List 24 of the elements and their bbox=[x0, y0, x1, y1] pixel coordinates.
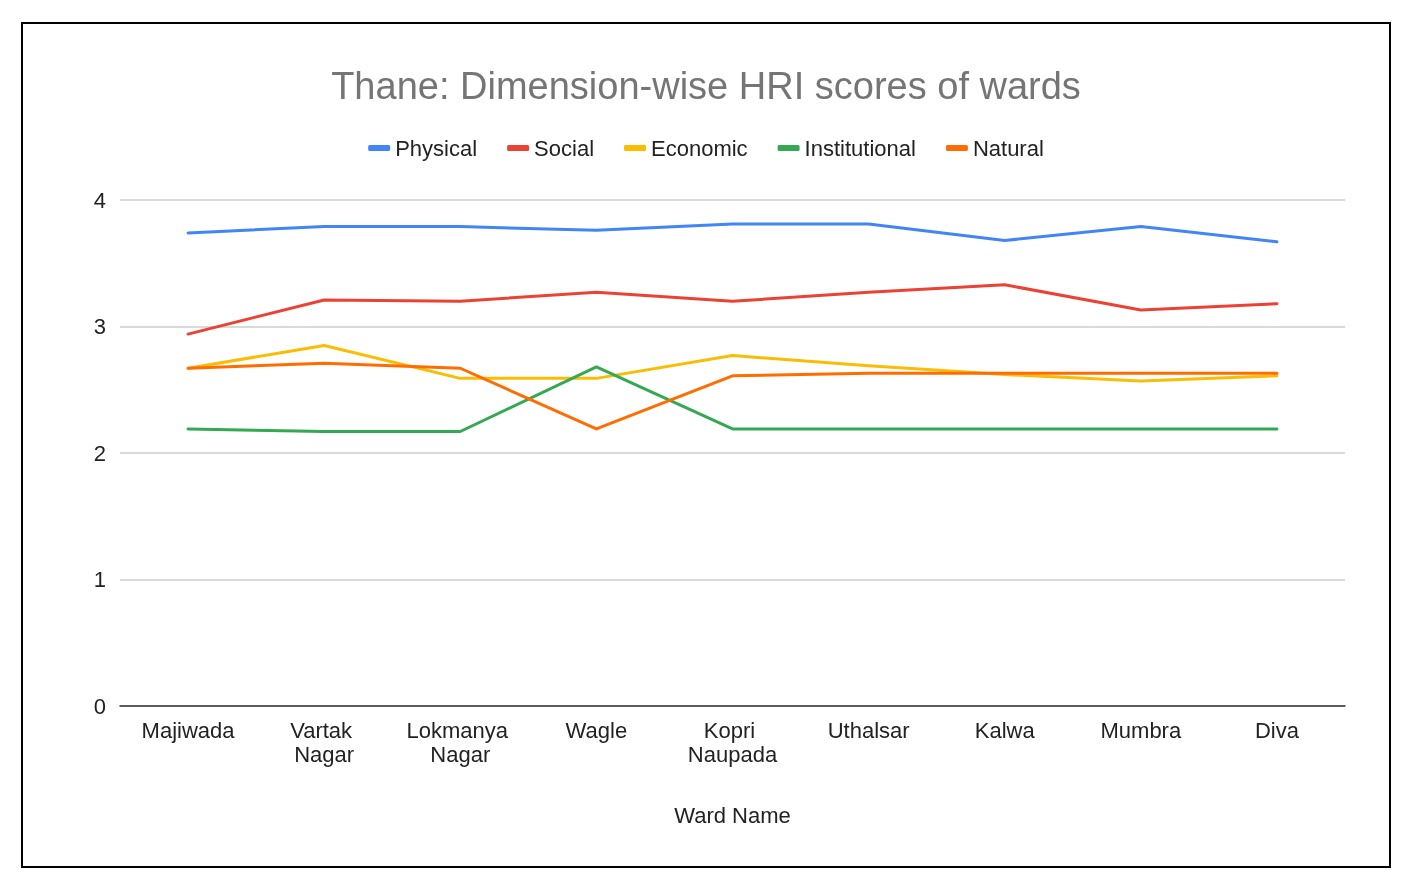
x-tick-label: Majiwada bbox=[141, 717, 236, 743]
x-tick-label: Uthalsar bbox=[827, 717, 910, 743]
x-tick-label: Kopri Naupada bbox=[687, 717, 778, 767]
x-tick-label: Diva bbox=[1254, 717, 1300, 743]
x-tick-label: Wagle bbox=[565, 717, 628, 743]
line-series bbox=[186, 222, 1279, 244]
x-tick-label: Kalwa bbox=[974, 717, 1036, 743]
legend-label: Physical bbox=[395, 135, 478, 161]
x-axis-title: Ward Name bbox=[674, 802, 791, 828]
legend-label: Natural bbox=[972, 135, 1044, 161]
chart-title: Thane: Dimension-wise HRI scores of wards bbox=[331, 65, 1081, 107]
x-tick-label: Vartak Nagar bbox=[290, 717, 359, 767]
legend-label: Social bbox=[534, 135, 595, 161]
legend-label: Economic bbox=[651, 135, 748, 161]
y-tick-label: 2 bbox=[93, 440, 106, 466]
y-tick-label: 3 bbox=[93, 314, 106, 339]
y-tick-label: 4 bbox=[93, 187, 106, 213]
x-tick-label: Mumbra bbox=[1100, 717, 1182, 743]
line-series bbox=[186, 343, 1279, 383]
x-tick-label: Lokmanya Nagar bbox=[406, 717, 515, 767]
y-tick-label: 1 bbox=[93, 567, 106, 592]
y-tick-label: 0 bbox=[93, 693, 106, 719]
line-series bbox=[186, 283, 1279, 336]
legend-label: Institutional bbox=[804, 135, 916, 161]
